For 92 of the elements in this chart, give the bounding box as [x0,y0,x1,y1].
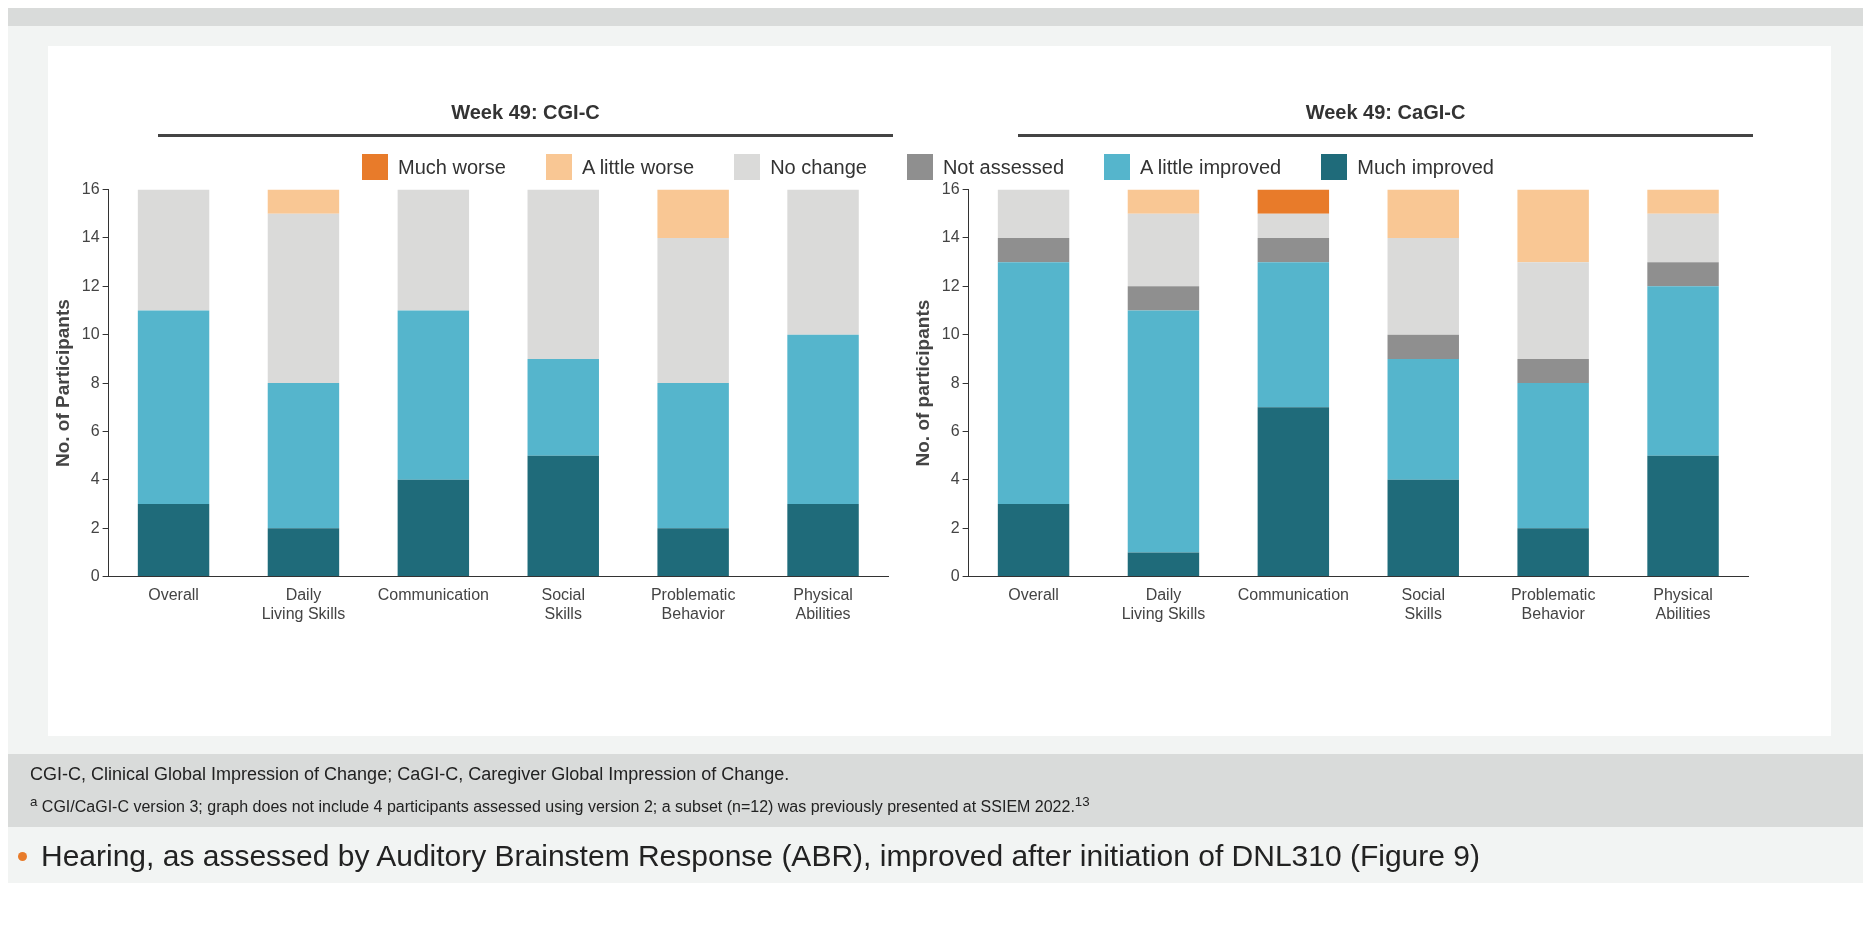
bar [1647,455,1719,577]
x-tick-label: Communication [1237,585,1349,603]
y-tick-label: 8 [90,373,100,391]
y-tick-label: 14 [941,228,960,246]
bar [527,189,599,359]
bar [1387,334,1459,359]
y-tick-label: 6 [950,421,960,439]
y-tick-label: 6 [90,421,100,439]
bar [1517,383,1589,529]
bar [1127,213,1200,287]
y-tick-label: 0 [950,567,960,585]
y-axis-title: No. of Participants [51,299,73,468]
x-tick-label: Physical Abilities [1653,585,1713,622]
bar [1387,189,1459,238]
text: Hearing, as assessed by Auditory Brainstem Response (ABR), improved after initiation of DNL310 (Figure 9) [41,839,1480,874]
bar [997,237,1070,263]
y-tick-label: 2 [90,518,100,536]
chart-title: Week 49: CaGI-C [1018,101,1753,137]
bar [267,189,340,214]
bar [1257,407,1330,577]
y-tick-label: 8 [950,373,960,391]
bar [1257,189,1330,214]
bar [787,504,859,577]
legend-label: Much improved [1357,155,1494,179]
y-tick-label: 12 [81,276,100,294]
y-tick-label: 16 [81,180,100,198]
bar [397,189,470,311]
bar [787,189,859,335]
bar [1127,286,1200,311]
x-tick-label: Problematic Behavior [650,585,736,622]
bar [267,528,340,577]
y-tick-label: 0 [90,567,100,585]
bar [1387,358,1459,480]
bar [527,358,599,456]
x-tick-label: Communication [377,585,489,603]
bar [1257,213,1330,238]
y-tick-label: 14 [81,228,100,246]
text: CGI-C, Clinical Global Impression of Change; CaGI-C, Caregiver Global Impression of Change. [30,763,791,786]
x-tick-label: Social Skills [541,585,586,622]
y-axis-title: No. of participants [911,299,933,467]
x-tick-label: Daily Living Skills [261,585,346,622]
bar [1517,358,1589,384]
bar [997,262,1070,505]
legend-label: Not assessed [942,155,1065,179]
text: $^{a}$ CGI/CaGI-C version 3; graph does not include 4 participants assessed using version 2; a subset (n=12) was previously presented at SSIEM 2022.$^{13}$ [30,793,1091,818]
y-tick-label: 10 [81,325,100,343]
bar [657,237,729,384]
y-tick-label: 4 [950,470,960,488]
legend-label: No change [770,155,867,179]
bar [1517,262,1589,359]
bar [1517,528,1589,577]
bar [397,479,470,577]
legend-label: Much worse [398,155,506,179]
bar [1517,189,1589,263]
bar [1647,189,1719,214]
bar [137,504,210,577]
bar [1257,262,1330,408]
y-tick-label: 10 [941,325,960,343]
bar [1127,552,1200,577]
y-tick-label: 2 [950,518,960,536]
x-tick-label: Overall [148,585,199,603]
chart-title: Week 49: CGI-C [158,101,893,137]
x-tick-label: Physical Abilities [793,585,853,622]
legend-label: A little worse [581,155,695,179]
bar [997,189,1070,238]
bar [1647,213,1719,263]
x-tick-label: Daily Living Skills [1121,585,1206,622]
x-tick-label: Problematic Behavior [1510,585,1596,622]
legend-label: A little improved [1140,155,1282,179]
bar [787,334,859,505]
y-tick-label: 12 [941,276,960,294]
bar [137,310,210,505]
bar [1127,189,1200,214]
bar [397,310,470,480]
bar [997,504,1070,577]
bar [267,383,340,529]
bar [657,383,729,529]
y-tick-label: 4 [90,470,100,488]
x-tick-label: Overall [1008,585,1059,603]
bar [657,189,729,238]
bar [1387,479,1459,577]
bar [267,213,340,384]
bar [1647,262,1719,287]
bar [1387,237,1459,335]
bar [1257,237,1330,263]
bar [527,455,599,577]
bar [657,528,729,577]
bar [1647,286,1719,456]
y-tick-label: 16 [941,180,960,198]
x-tick-label: Social Skills [1401,585,1446,622]
bar [137,189,210,311]
bar [1127,310,1200,553]
